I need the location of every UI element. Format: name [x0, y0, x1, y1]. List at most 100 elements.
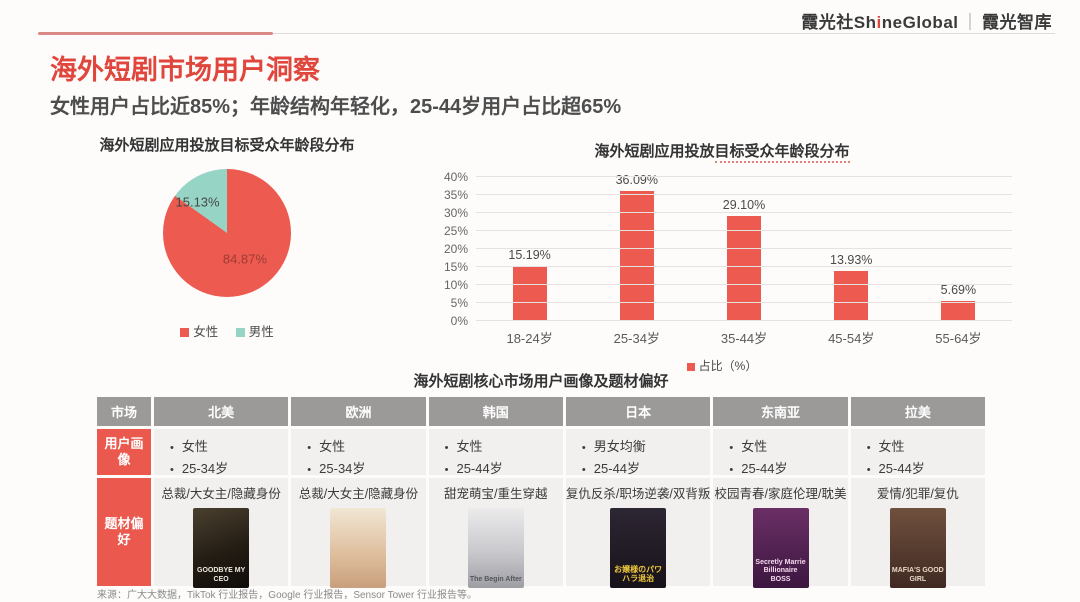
bar-column-35-44岁: 29.10% — [690, 177, 797, 321]
y-axis-tick-label: 0% — [450, 314, 468, 328]
bar — [834, 270, 869, 321]
y-axis-tick-label: 25% — [443, 224, 468, 238]
brand-logo-suffix: 霞光智库 — [982, 13, 1052, 32]
pie-label-male-share: 15.13% — [175, 194, 220, 210]
genre-cell-0: 总裁/大女主/隐藏身份 GOODBYE MY CEO — [154, 478, 289, 588]
bar-section: 海外短剧应用投放目标受众年龄段分布 0% 5% 10% 15% 20% 25% 30% 35%… — [432, 140, 1012, 374]
profile-cell-4: 女性25-44岁 — [713, 429, 848, 476]
bar-chart-title: 海外短剧应用投放目标受众年龄段分布 — [432, 140, 1012, 163]
genre-text: 总裁/大女主/隐藏身份 — [161, 487, 281, 501]
bar-column-25-34岁: 36.09% — [583, 173, 690, 321]
genre-cell-3: 复仇反杀/职场逆袭/双背叛お嬢様のパワハラ退治 — [565, 478, 711, 588]
poster-korea: The Begin After — [467, 508, 524, 588]
gridline — [476, 320, 1012, 321]
bar — [941, 300, 976, 321]
poster-caption: MAFIA'S GOOD GIRL — [891, 567, 944, 583]
bar-value-label: 13.93% — [830, 252, 873, 267]
profile-cell-5: 女性25-44岁 — [850, 429, 985, 476]
bar-value-label: 29.10% — [722, 198, 766, 213]
genre-text: 校园青春/家庭伦理/耽美 — [714, 487, 847, 501]
genre-cell-4: 校园青春/家庭伦理/耽美 Secretly Marrie Billionaire … — [713, 478, 848, 588]
bar-x-axis: 18-24岁 25-34岁 35-44岁 45-54岁 55-64岁 — [476, 328, 1012, 347]
market-header-4: 东南亚 — [713, 397, 848, 426]
y-axis-tick-label: 35% — [443, 188, 468, 202]
genre-text: 爱情/犯罪/复仇 — [876, 487, 959, 501]
y-axis-tick-label: 40% — [443, 170, 468, 184]
bar-legend: 占比（%） — [432, 357, 1012, 374]
profile-cell-2: 女性25-44岁 — [428, 429, 563, 476]
profile-cell-3: 男女均衡25-44岁 — [565, 429, 711, 476]
brand-logo-cn: 霞光社 — [801, 13, 854, 32]
table-corner-header: 市场 — [97, 397, 151, 426]
market-table: 市场北美欧洲韩国日本东南亚拉美用户画像女性25-34岁女性25-34岁女性25-… — [97, 397, 985, 588]
poster-caption: Secretly Marrie Billionaire BOSS — [755, 558, 806, 583]
gridline — [476, 212, 1012, 213]
bar-y-axis: 0% 5% 10% 15% 20% 25% 30% 35% 40% — [432, 170, 476, 328]
gridline — [476, 302, 1012, 303]
x-axis-tick-label: 55-64岁 — [935, 331, 982, 346]
brand-logo-red-i: i — [876, 13, 882, 32]
poster-caption: GOODBYE MY CEO — [197, 567, 246, 583]
page-subtitle: 女性用户占比近85%；年龄结构年轻化，25-44岁用户占比超65% — [50, 96, 622, 118]
genre-cell-5: 爱情/犯罪/复仇 MAFIA'S GOOD GIRL — [850, 478, 985, 588]
market-header-3: 日本 — [565, 397, 711, 426]
table-title: 海外短剧核心市场用户画像及题材偏好 — [413, 373, 669, 390]
bar-column-55-64岁: 5.69% — [905, 177, 1012, 321]
bar-column-45-54岁: 13.93% — [798, 177, 905, 321]
row-header-profile: 用户画像 — [97, 429, 151, 475]
rule-gray-segment — [273, 33, 1055, 34]
brand-logo-en: ShineGlobal — [853, 13, 959, 32]
bar-chart-title-underlined: 目标受众年龄段分布 — [714, 143, 850, 163]
pie-chart — [163, 169, 291, 297]
brand-logo-divider: ｜ — [961, 13, 979, 32]
bar — [512, 266, 547, 321]
female-swatch-icon — [180, 328, 190, 337]
poster-europe — [330, 508, 387, 588]
rule-red-segment — [38, 32, 273, 35]
y-axis-tick-label: 30% — [443, 206, 468, 220]
bar — [727, 216, 761, 321]
market-header-0: 北美 — [154, 397, 289, 426]
bar-column-18-24岁: 15.19% — [476, 177, 583, 321]
genre-text: 总裁/大女主/隐藏身份 — [298, 487, 419, 501]
x-axis-tick-label: 25-34岁 — [613, 331, 660, 346]
male-swatch-icon — [235, 328, 245, 337]
x-axis-tick-label: 45-54岁 — [828, 331, 875, 346]
bar-value-label: 5.69% — [940, 282, 977, 297]
source-note: 来源：广大大数据，TikTok 行业报告，Google 行业报告，Sensor … — [97, 590, 478, 601]
y-axis-tick-label: 20% — [443, 242, 468, 256]
y-axis-tick-label: 5% — [450, 296, 468, 310]
pie-section: 海外短剧应用投放目标受众年龄段分布 15.13% 84.87% 女性 男性 — [62, 134, 392, 340]
poster-north-america: GOODBYE MY CEO — [193, 508, 250, 588]
bar-plot: 15.19% 36.09% 29.10% 13.93% 5.69% — [476, 173, 1012, 321]
bar-value-label: 15.19% — [508, 248, 551, 263]
y-axis-tick-label: 10% — [443, 278, 468, 292]
pie-chart-title: 海外短剧应用投放目标受众年龄段分布 — [99, 137, 355, 154]
bar-chart-body: 0% 5% 10% 15% 20% 25% 30% 35% 40% 15.19% 36.09% 29… — [432, 170, 1012, 328]
page-title: 海外短剧市场用户洞察 — [50, 55, 320, 85]
bar-legend-swatch-icon — [686, 363, 695, 371]
pie-legend-male: 男性 — [235, 325, 274, 339]
genre-cell-1: 总裁/大女主/隐藏身份 — [291, 478, 426, 588]
pie-legend: 女性 男性 — [62, 321, 392, 340]
genre-text: 复仇反杀/职场逆袭/双背叛 — [565, 487, 711, 501]
x-axis-tick-label: 35-44岁 — [720, 331, 768, 346]
gridline — [476, 266, 1012, 267]
x-axis-tick-label: 18-24岁 — [506, 331, 553, 346]
poster-caption: お嬢様のパワハラ退治 — [614, 564, 663, 584]
gridline — [476, 176, 1012, 177]
genre-cell-2: 甜宠萌宝/重生穿越 The Begin After — [428, 478, 563, 588]
poster-southeast-asia: Secretly Marrie Billionaire BOSS — [752, 508, 809, 588]
gridline — [476, 230, 1012, 231]
pie-label-female-share: 84.87% — [222, 251, 267, 267]
market-header-5: 拉美 — [850, 397, 985, 426]
poster-caption: The Begin After — [469, 575, 522, 583]
y-axis-tick-label: 15% — [443, 260, 468, 274]
profile-cell-0: 女性25-34岁 — [154, 429, 289, 476]
market-header-2: 韩国 — [428, 397, 563, 426]
pie-area: 15.13% 84.87% — [163, 169, 291, 297]
gridline — [476, 248, 1012, 249]
profile-cell-1: 女性25-34岁 — [291, 429, 426, 476]
gridline — [476, 194, 1012, 195]
